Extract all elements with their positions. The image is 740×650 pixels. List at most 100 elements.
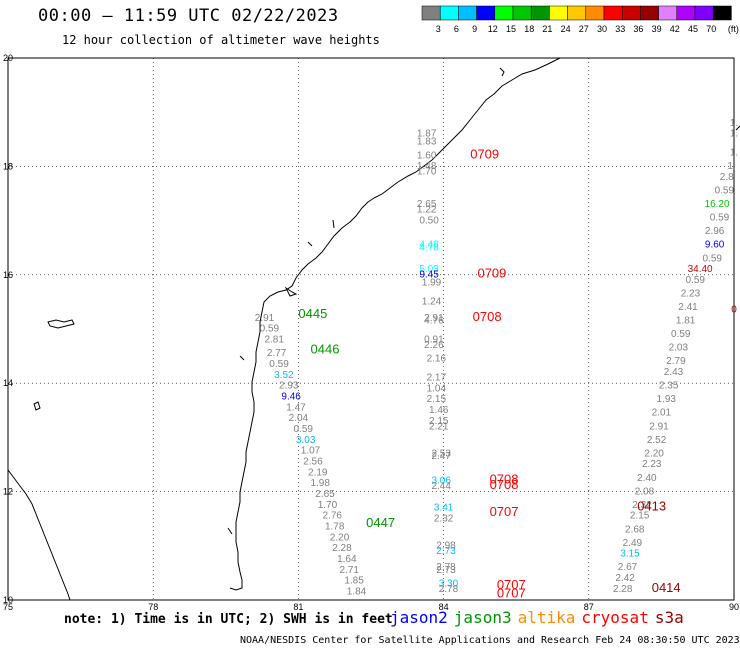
lat-tick-label: 10 (3, 595, 13, 605)
wave-height-value: 4.48 (419, 240, 439, 251)
wave-height-value: 2.78 (439, 584, 459, 595)
wave-height-value: 2.68 (625, 524, 645, 535)
island-2 (33, 401, 41, 411)
wave-height-value: 2.32 (632, 500, 652, 511)
wave-height-value: 0.59 (294, 424, 314, 435)
wave-height-value: 2.49 (623, 538, 643, 549)
wave-height-value: 2.41 (678, 302, 698, 313)
wave-height-value: 1.22 (417, 204, 437, 215)
wave-height-value: 1.60 (417, 150, 437, 161)
satellite-jason2: jason2 (390, 608, 448, 627)
lon-tick-label: 87 (584, 602, 594, 612)
sri-lanka-west-coastline (7, 469, 71, 601)
grid-lines (8, 58, 734, 600)
scale-label: 45 (688, 24, 698, 34)
wave-height-value: 1.83 (417, 137, 437, 148)
wave-height-value: 1.98 (310, 478, 330, 489)
pass-time-label: 0707 (497, 577, 526, 592)
note-text: note: 1) Time is in UTC; 2) SWH is in fe… (64, 612, 393, 627)
wave-height-value: 2.73 (436, 565, 456, 576)
wave-height-value: 2.73 (436, 546, 456, 557)
scale-label: 12 (488, 24, 498, 34)
island-6 (239, 355, 245, 361)
wave-height-value: 2.56 (303, 457, 323, 468)
color-scale-legend: 3 6 9 12 15 18 21 24 27 30 33 36 39 42 45 70 (ft) (421, 5, 739, 34)
credit-line: NOAA/NESDIS Center for Satellite Applica… (240, 635, 740, 646)
pass-time-label: 0709 (470, 146, 499, 161)
lat-tick-label: 18 (3, 161, 13, 171)
lon-tick-label: 75 (3, 602, 13, 612)
pass-time-label: 0708 (490, 471, 519, 486)
wave-height-value: 2.35 (659, 381, 679, 392)
wave-height-value: 2.47 (431, 451, 451, 462)
wave-height-value: 1.48 (417, 161, 437, 172)
map-title: 00:00 — 11:59 UTC 02/22/2023 (38, 6, 339, 26)
wave-height-value: 2.42 (615, 573, 635, 584)
wave-height-value: 1.84 (347, 587, 367, 598)
wave-height-value: 2.01 (652, 408, 672, 419)
wave-height-value: 2.15 (429, 416, 449, 427)
scale-swatch (712, 5, 732, 21)
satellite-legend: jason2 jason3 altika cryosat s3a (390, 608, 690, 627)
wave-height-value: 0.59 (715, 186, 735, 197)
wave-height-value: 9.45 (419, 270, 439, 281)
lat-tick-label: 16 (3, 270, 13, 280)
wave-height-value: 2.91 (255, 313, 275, 324)
pass-time-label: 0708 (473, 309, 502, 324)
wave-height-value: 2.16 (427, 354, 447, 365)
wave-height-value: 2.71 (339, 565, 359, 576)
pass-time-label: 0414 (652, 580, 681, 595)
wave-height-value: 1.78 (325, 522, 345, 533)
wave-height-value: 1.24 (422, 297, 442, 308)
wave-height-value: 1. (730, 129, 738, 140)
wave-height-value: 2.53 (431, 448, 451, 459)
pass-time-label: 0709 (477, 266, 506, 281)
wave-height-value: 3.03 (296, 435, 316, 446)
wave-height-value: 1.64 (337, 554, 357, 565)
lon-tick-label: 90 (729, 602, 739, 612)
scale-label: 39 (652, 24, 662, 34)
wave-height-value: 2.08 (635, 486, 655, 497)
wave-height-value: 1.47 (286, 402, 306, 413)
lat-tick-label: 14 (3, 378, 13, 388)
pass-time-label: 0413 (637, 499, 666, 514)
pass-time-label: 0707 (490, 504, 519, 519)
wave-height-value: 1.70 (318, 500, 338, 511)
wave-height-value: 0.59 (686, 275, 706, 286)
scale-label: 30 (597, 24, 607, 34)
scale-label: 36 (633, 24, 643, 34)
wave-height-value: 0.59 (269, 359, 289, 370)
island-7 (499, 67, 505, 77)
wave-height-value: 2.76 (323, 511, 343, 522)
lon-tick-label: 81 (293, 602, 303, 612)
wave-height-value: 1. (730, 148, 738, 159)
wave-height-value: 9.60 (705, 240, 725, 251)
wave-height-value: 0.59 (702, 253, 722, 264)
wave-height-value: 1. (727, 161, 735, 172)
wave-height-value: 0.59 (710, 213, 730, 224)
scale-label: 18 (524, 24, 534, 34)
wave-height-value: 1. (730, 118, 738, 129)
pass-time-label: 0708 (490, 477, 519, 492)
pass-time-label: 0707 (497, 585, 526, 600)
wave-height-value: 1.46 (429, 405, 449, 416)
wave-height-value: 2.26 (424, 340, 444, 351)
scale-label: 33 (615, 24, 625, 34)
island-3 (284, 286, 298, 297)
wave-height-value: 2.28 (332, 543, 352, 554)
wave-height-value: 1.70 (417, 167, 437, 178)
wave-height-value: 2.28 (613, 584, 633, 595)
wave-height-value: 2.65 (315, 489, 335, 500)
wave-height-value: 2.40 (637, 473, 657, 484)
wave-height-value: 2.8 (720, 172, 734, 183)
wave-height-value: 1.04 (427, 383, 447, 394)
wave-height-value: 34.40 (688, 264, 713, 275)
wave-height-value: 1.93 (657, 394, 677, 405)
wave-height-value: 2.91 (649, 421, 669, 432)
wave-height-value: 4.76 (424, 316, 444, 327)
wave-height-value: 2.77 (267, 348, 287, 359)
scale-label: 24 (561, 24, 571, 34)
island-1 (47, 319, 75, 329)
scale-label: 27 (579, 24, 589, 34)
wave-height-value: 3.41 (434, 503, 454, 514)
